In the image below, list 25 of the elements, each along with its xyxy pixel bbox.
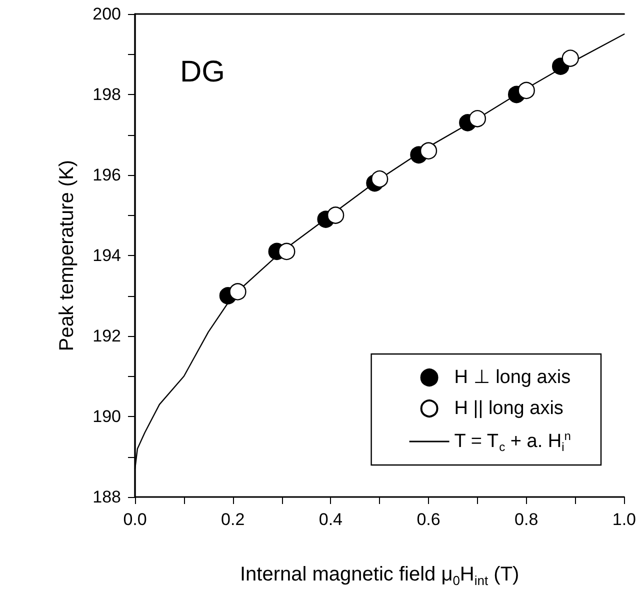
- y-tick-label: 200: [92, 4, 121, 24]
- x-tick-label: 0.0: [123, 510, 147, 529]
- y-tick-label: 194: [92, 246, 121, 265]
- y-tick-label: 196: [92, 166, 121, 184]
- y-tick-label: 198: [92, 85, 121, 104]
- point: [371, 170, 388, 188]
- x-tick-label: 0.6: [416, 510, 440, 529]
- y-tick-label: 192: [92, 326, 121, 346]
- x-tick-label: 1.0: [612, 510, 636, 529]
- legend-label: H || long axis: [454, 398, 564, 419]
- y-tick-label: 188: [92, 488, 121, 506]
- x-tick-label: 0.4: [318, 510, 342, 529]
- point: [278, 242, 296, 260]
- point: [326, 206, 344, 224]
- x-tick-label: 0.8: [514, 510, 538, 529]
- point: [229, 283, 246, 300]
- y-axis-title: Peak temperature (K): [56, 160, 78, 352]
- point: [562, 50, 579, 67]
- point: [420, 142, 438, 160]
- legend-label: H ⊥ long axis: [454, 367, 571, 388]
- y-tick-label: 190: [92, 407, 121, 426]
- point: [518, 82, 535, 100]
- text: DG: [180, 56, 225, 88]
- x-tick-label: 0.2: [221, 510, 245, 529]
- point: [468, 110, 486, 128]
